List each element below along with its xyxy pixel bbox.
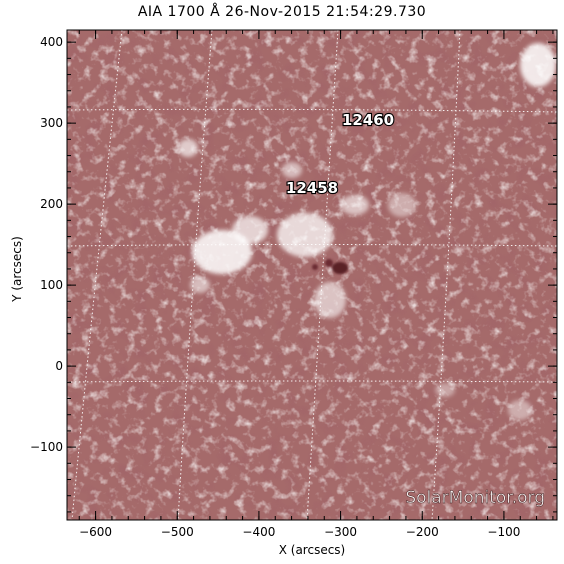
plage-central [277,213,333,257]
image-title: AIA 1700 Å 26-Nov-2015 21:54:29.730 [137,4,427,20]
sunspot-small [325,259,333,267]
y-tick-label: 100 [40,278,63,292]
watermark: SolarMonitor.org [405,488,545,508]
solar-image: 12460 12458 SolarMonitor.org [67,30,557,520]
plot-frame [66,29,558,521]
axis-ticks: −600 −500 −400 −300 −200 −100 −100 0 100 200 300 40… [30,30,557,539]
heliographic-grid [67,30,557,520]
x-tick-label: −300 [324,525,357,539]
sunspot-group [312,259,348,274]
y-tick-label: 0 [55,359,63,373]
plage-west [192,230,252,274]
plage-regions [178,43,556,420]
active-region-label-12458: 12458 [286,179,338,197]
active-region-label-12460: 12460 [342,111,394,129]
x-tick-label: −600 [79,525,112,539]
x-tick-label: −400 [242,525,275,539]
y-tick-label: 300 [40,116,63,130]
x-tick-label: −200 [406,525,439,539]
x-tick-label: −500 [161,525,194,539]
y-tick-label: −100 [30,440,63,454]
sunspot-leading [332,262,348,274]
y-tick-label: 400 [40,35,63,49]
x-axis-label: X (arcsecs) [278,543,346,557]
y-tick-label: 200 [40,197,63,211]
sunspot-following [312,264,318,270]
plage-limb-ne [520,43,556,87]
x-tick-label: −100 [487,525,520,539]
